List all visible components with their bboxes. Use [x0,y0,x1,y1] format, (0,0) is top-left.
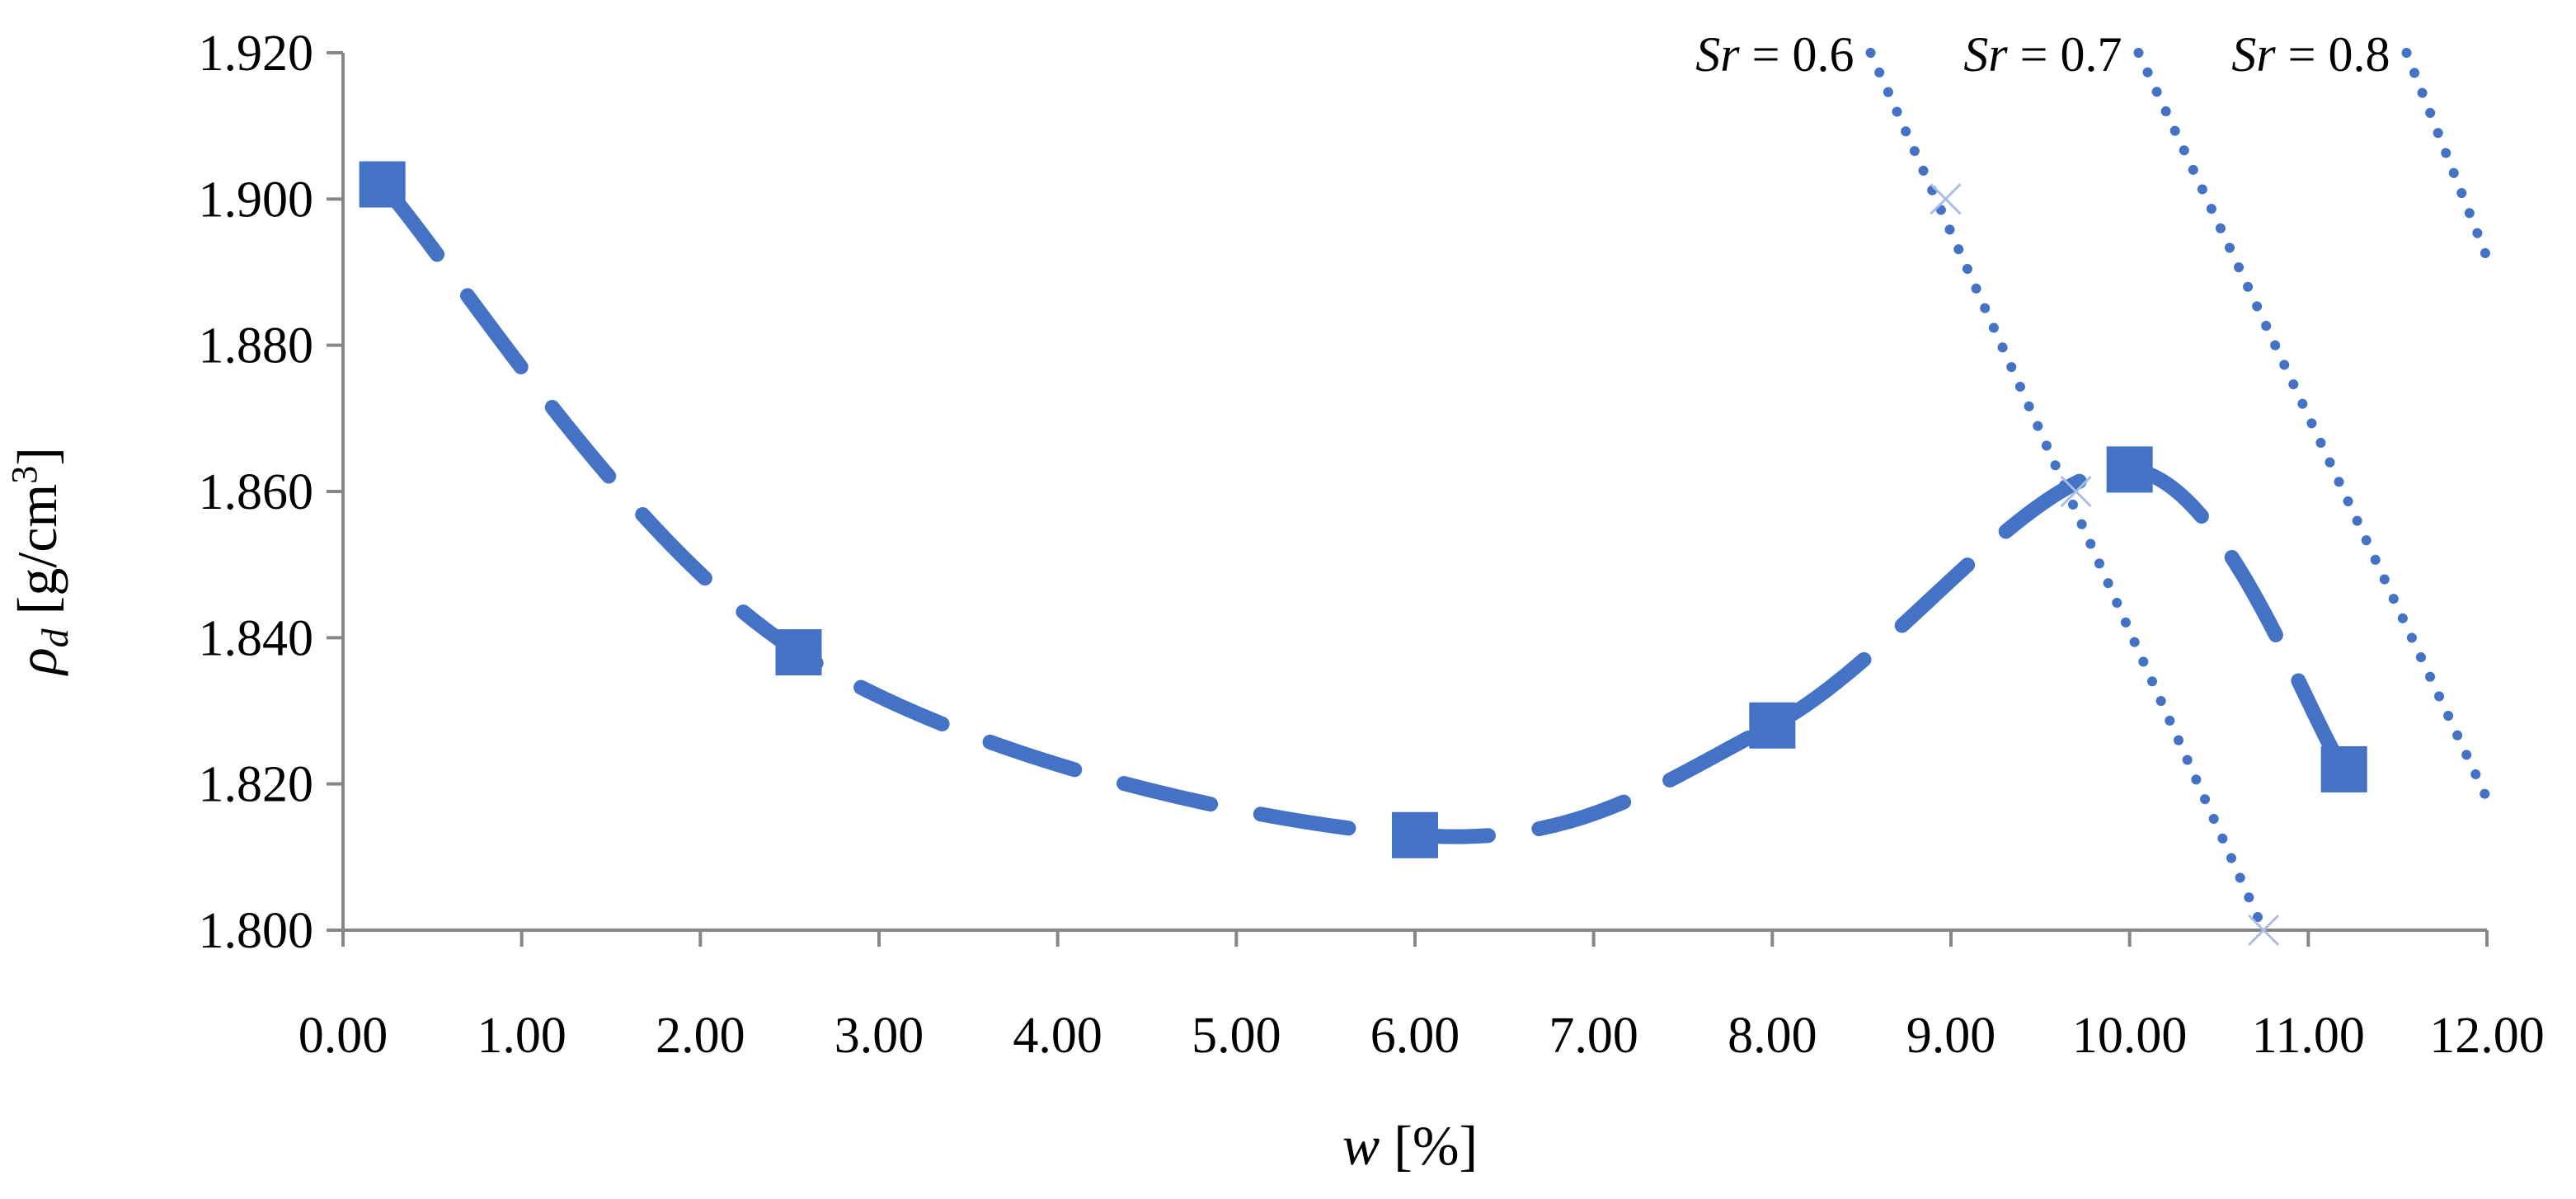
x-axis-title: w [%] [1342,1114,1478,1177]
x-tick-label: 0.00 [298,1008,388,1064]
saturation-line-1 [1865,48,2269,935]
y-tick-label: 1.920 [199,26,314,82]
saturation-point-x [1930,183,1962,215]
saturation-line-2 [2133,48,2492,804]
y-axis-title-unit-close: ] [6,447,68,466]
data-point-square [2320,745,2367,792]
data-point-square [1392,811,1438,858]
y-axis-title-subscript: d [34,628,76,647]
saturation-point-x [2060,475,2092,508]
x-tick-label: 2.00 [656,1008,745,1064]
data-point-square [775,629,822,676]
series [374,48,2492,935]
x-tick-label: 5.00 [1192,1008,1281,1064]
y-tick-label: 1.800 [199,903,314,959]
y-tick-label: 1.900 [199,172,314,228]
saturation-label-value: = 0.6 [1740,27,1854,82]
y-axis-title-unit: [g/cm [6,484,68,629]
saturation-point-x [2248,914,2280,947]
saturation-label-var: Sr [2231,27,2276,82]
saturation-line-label: Sr = 0.6 [1695,27,1854,82]
y-tick-label: 1.860 [199,464,314,520]
y-axis-title-unit-exponent: 3 [4,466,45,484]
y-tick-label: 1.880 [199,318,314,374]
x-tick-label: 9.00 [1906,1008,1996,1064]
x-tick-label: 1.00 [477,1008,566,1064]
x-tick-label: 11.00 [2252,1008,2365,1064]
saturation-line-label: Sr = 0.8 [2231,27,2390,82]
x-tick-label: 8.00 [1728,1008,1817,1064]
saturation-label-var: Sr [1963,27,2008,82]
data-point-square [2106,446,2153,493]
x-axis-title-var: w [1342,1114,1380,1177]
y-axis-title: ρd [g/cm3] [4,447,76,676]
x-axis-title-unit: [%] [1380,1114,1478,1177]
y-axis-title-symbol: ρ [6,647,68,676]
saturation-label-var: Sr [1695,27,1740,82]
x-tick-label: 12.00 [2429,1008,2545,1064]
x-tick-label: 7.00 [1549,1008,1638,1064]
data-point-square [1749,702,1796,749]
x-tick-label: 6.00 [1370,1008,1460,1064]
saturation-label-value: = 0.8 [2276,27,2390,82]
x-tick-label: 10.00 [2072,1008,2188,1064]
x-tick-label: 3.00 [834,1008,924,1064]
data-point-square [359,161,406,208]
y-tick-label: 1.820 [199,757,314,813]
compaction-curve [374,176,2352,844]
markers [359,161,2367,947]
saturation-label-value: = 0.7 [2008,27,2122,82]
saturation-line-3 [2401,48,2492,263]
labels: 1.800 1.820 1.840 1.860 1.880 1.900 1.920 0.00 1… [199,26,2545,1064]
saturation-line-label: Sr = 0.7 [1963,27,2122,82]
x-tick-label: 4.00 [1013,1008,1102,1064]
axes [327,51,2489,947]
y-tick-label: 1.840 [199,610,314,666]
